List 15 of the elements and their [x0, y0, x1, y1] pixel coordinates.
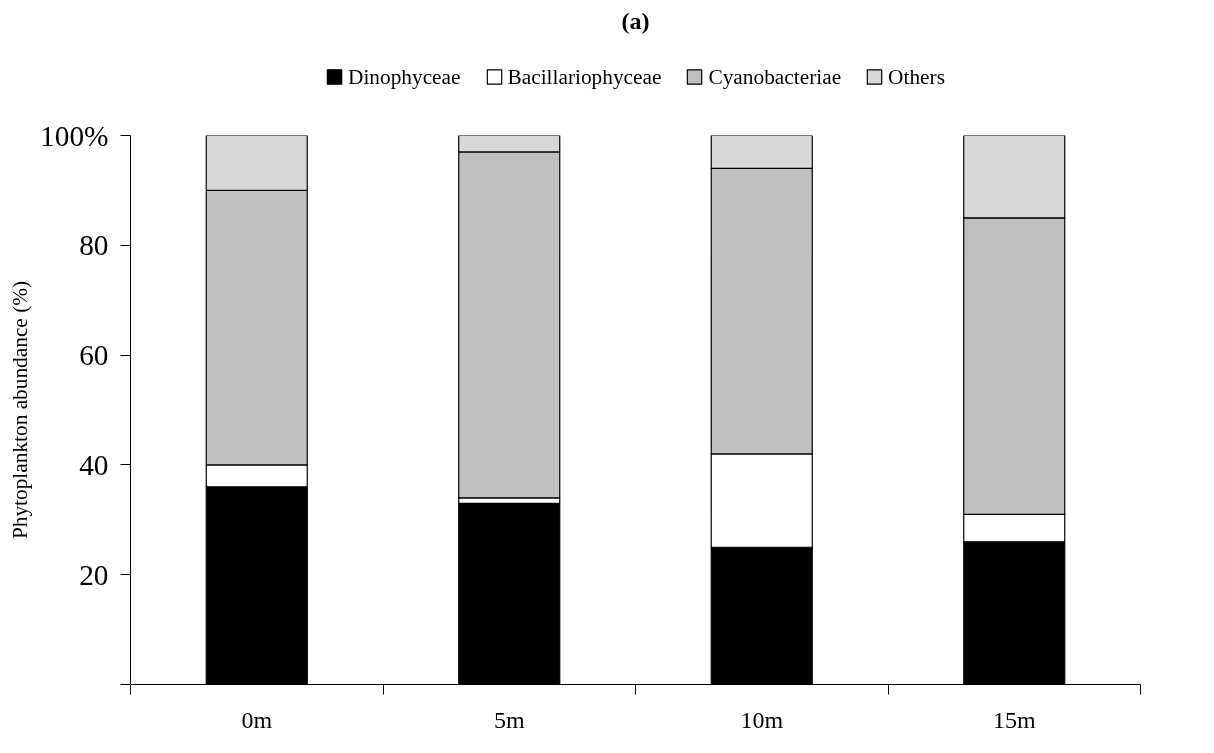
y-tick-label: 40 — [79, 448, 109, 481]
y-tick-label: 80 — [79, 229, 109, 262]
x-tick-label: 15m — [992, 706, 1036, 733]
y-tick-label: 60 — [79, 339, 109, 372]
y-tick-label: 20 — [79, 558, 109, 591]
chart-title: (a) — [621, 7, 650, 34]
y-axis-title: Phytoplankton abundance (%) — [8, 280, 33, 540]
legend-label: Bacillariophyceae — [507, 64, 662, 89]
y-tick-label: 100% — [40, 119, 109, 152]
x-tick-label: 10m — [740, 706, 784, 733]
legend-label: Cyanobacteriae — [708, 64, 842, 89]
legend-label: Others — [888, 64, 945, 89]
legend-label: Dinophyceae — [348, 64, 461, 89]
x-tick-label: 5m — [493, 706, 525, 733]
x-tick-label: 0m — [241, 706, 273, 733]
